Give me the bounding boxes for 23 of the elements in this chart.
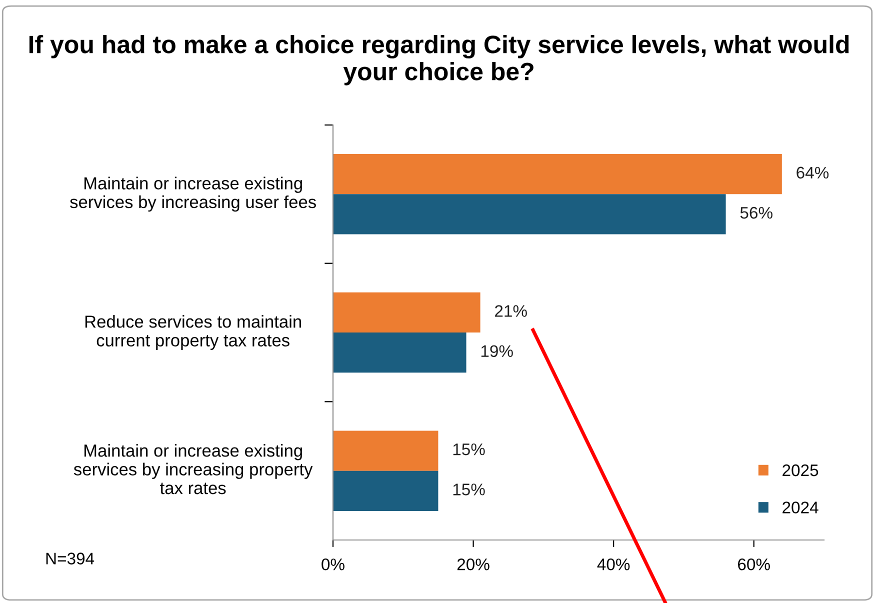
y-tick-label: Reduce services to maintain current property tax rates: [85, 315, 301, 350]
text: N=394: [46, 552, 94, 564]
data-label: 56%: [740, 206, 772, 219]
x-tick-label: 40%: [597, 558, 630, 570]
bar: [333, 430, 438, 471]
data-label: 15%: [453, 444, 485, 456]
x-tick-label: 0%: [322, 558, 344, 570]
data-label: 15%: [453, 484, 485, 496]
y-tick-label: Maintain or increase existing services by increasing user fees: [70, 176, 316, 212]
bar: [333, 292, 480, 332]
data-label: 19%: [481, 345, 513, 358]
data-label: 64%: [796, 166, 829, 179]
bar: [333, 332, 466, 373]
bar: [333, 470, 438, 511]
y-tick-label: Maintain or increase existing services by increasing property tax rates: [74, 444, 313, 494]
bar: [333, 194, 726, 234]
x-tick-label: 20%: [457, 558, 490, 570]
data-label: 21%: [495, 305, 527, 317]
legend-label: 2025: [782, 464, 818, 476]
legend-label: 2024: [782, 502, 818, 514]
chart-title: If you had to make a choice regarding City service levels, what would your choice be?: [29, 35, 849, 86]
bar: [333, 154, 782, 194]
x-tick-label: 60%: [738, 558, 770, 570]
